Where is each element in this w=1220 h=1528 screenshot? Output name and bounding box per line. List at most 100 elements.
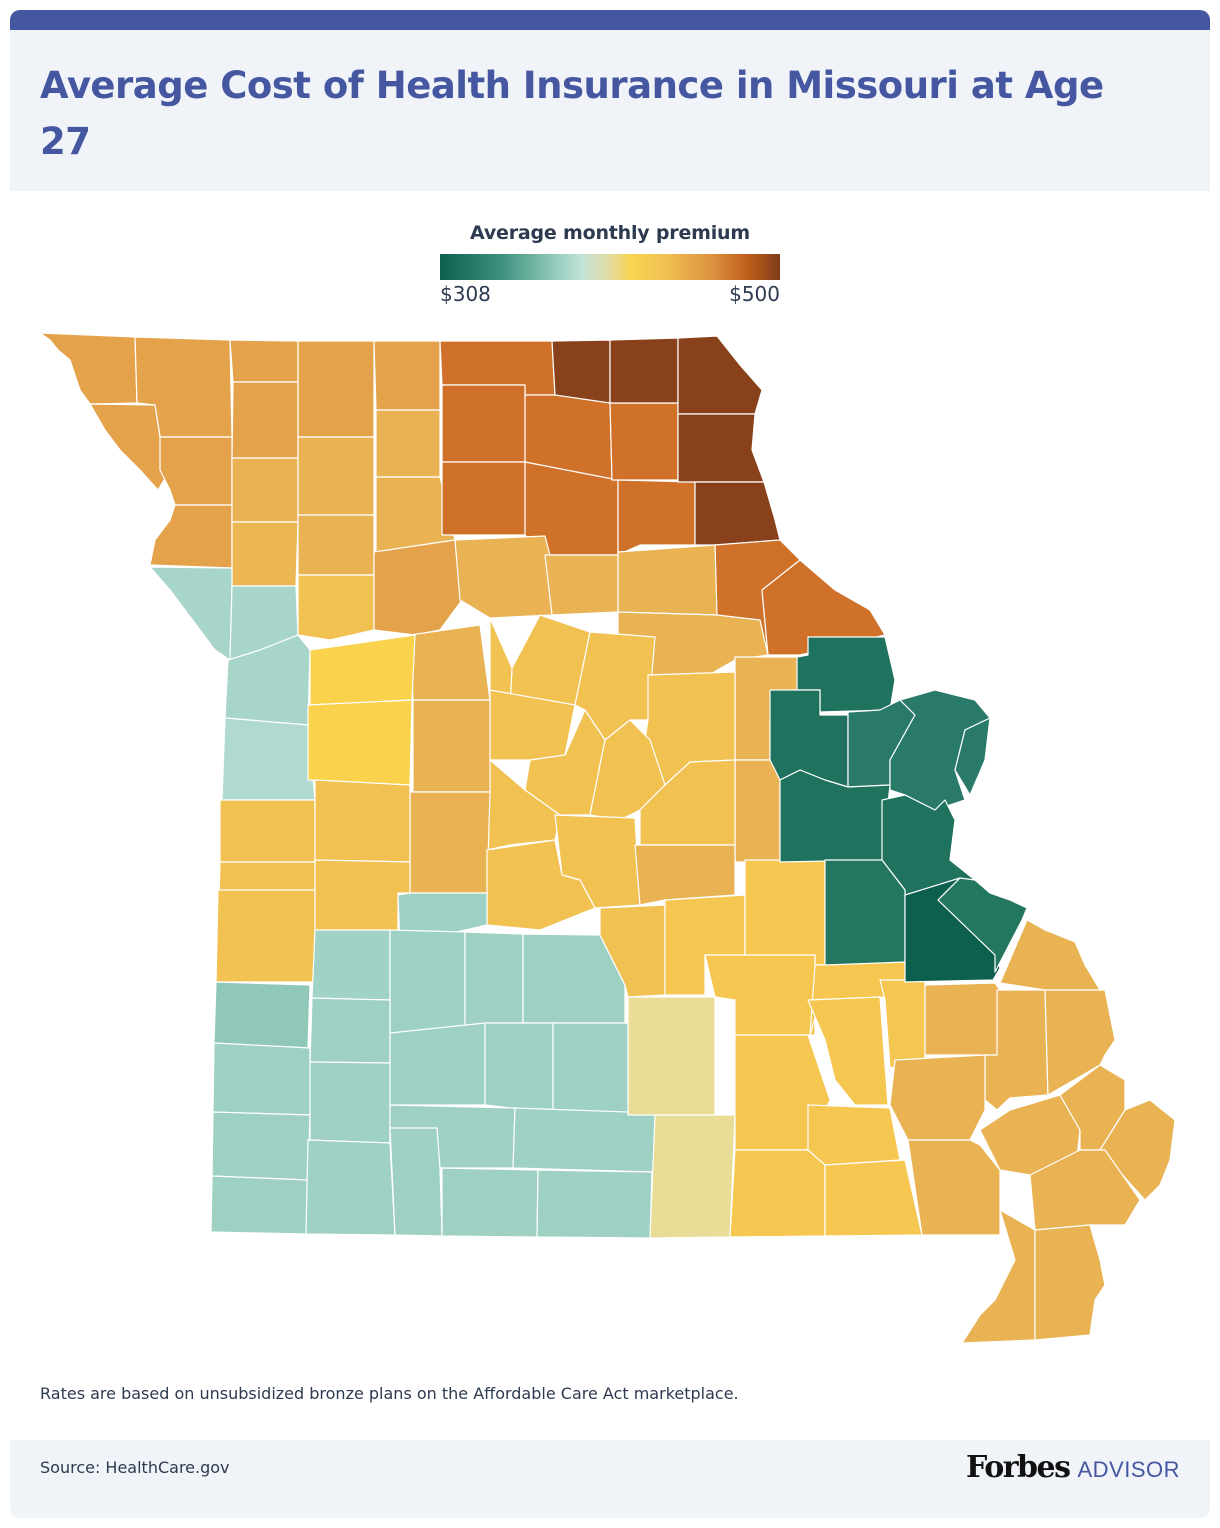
missouri-county-map bbox=[39, 332, 1176, 1344]
county[interactable] bbox=[484, 1022, 554, 1114]
county[interactable] bbox=[231, 457, 299, 523]
county[interactable] bbox=[149, 566, 233, 661]
county[interactable] bbox=[694, 481, 781, 546]
county[interactable] bbox=[210, 1175, 309, 1235]
county[interactable] bbox=[39, 332, 138, 405]
county[interactable] bbox=[229, 339, 299, 383]
county[interactable] bbox=[307, 699, 413, 786]
county[interactable] bbox=[729, 1149, 826, 1238]
county[interactable] bbox=[305, 1139, 396, 1236]
county[interactable] bbox=[924, 982, 1001, 1056]
source-text: Source: HealthCare.gov bbox=[40, 1458, 230, 1477]
county[interactable] bbox=[744, 859, 826, 966]
county[interactable] bbox=[213, 981, 311, 1049]
county[interactable] bbox=[879, 979, 926, 1069]
county[interactable] bbox=[231, 381, 299, 459]
county[interactable] bbox=[89, 403, 171, 491]
legend-title: Average monthly premium bbox=[470, 222, 750, 244]
county[interactable] bbox=[309, 634, 416, 706]
county[interactable] bbox=[412, 699, 491, 793]
county[interactable] bbox=[609, 337, 679, 404]
county[interactable] bbox=[937, 877, 1028, 973]
county[interactable] bbox=[907, 1139, 1001, 1236]
brand-primary: Forbes bbox=[966, 1450, 1071, 1485]
county[interactable] bbox=[297, 574, 375, 641]
county[interactable] bbox=[309, 1061, 391, 1144]
county[interactable] bbox=[649, 1114, 736, 1239]
county[interactable] bbox=[617, 544, 718, 616]
county[interactable] bbox=[464, 931, 524, 1034]
county[interactable] bbox=[159, 436, 233, 506]
county[interactable] bbox=[297, 514, 375, 576]
county[interactable] bbox=[522, 933, 626, 1024]
county[interactable] bbox=[309, 997, 391, 1064]
county[interactable] bbox=[544, 554, 619, 616]
county[interactable] bbox=[1099, 1099, 1176, 1201]
county[interactable] bbox=[486, 839, 596, 931]
region-west-central bbox=[149, 566, 416, 983]
county[interactable] bbox=[441, 1167, 539, 1238]
county[interactable] bbox=[779, 769, 891, 863]
legend-labels: $308 $500 bbox=[440, 282, 780, 306]
county[interactable] bbox=[297, 436, 375, 516]
header-accent-bar bbox=[10, 10, 1210, 30]
county[interactable] bbox=[824, 1159, 923, 1237]
county[interactable] bbox=[219, 799, 316, 863]
forbes-advisor-logo: Forbes ADVISOR bbox=[966, 1450, 1180, 1485]
county[interactable] bbox=[1034, 1224, 1106, 1341]
county[interactable] bbox=[734, 759, 781, 863]
region-east-metro bbox=[769, 636, 1028, 983]
region-south-central bbox=[599, 859, 926, 1239]
county[interactable] bbox=[807, 1104, 901, 1166]
color-legend: Average monthly premium $308 $500 bbox=[440, 222, 780, 306]
county[interactable] bbox=[512, 1107, 656, 1173]
legend-gradient-bar bbox=[440, 254, 780, 280]
county[interactable] bbox=[389, 1022, 486, 1106]
county[interactable] bbox=[221, 717, 316, 801]
county[interactable] bbox=[954, 717, 991, 796]
county[interactable] bbox=[215, 889, 316, 983]
county[interactable] bbox=[409, 791, 491, 894]
county[interactable] bbox=[761, 559, 886, 656]
county[interactable] bbox=[677, 413, 765, 483]
county[interactable] bbox=[311, 929, 391, 1001]
county[interactable] bbox=[627, 996, 716, 1116]
county[interactable] bbox=[1044, 989, 1116, 1096]
county[interactable] bbox=[389, 1127, 443, 1237]
county[interactable] bbox=[677, 335, 763, 415]
legend-min-label: $308 bbox=[440, 282, 491, 306]
county[interactable] bbox=[314, 779, 411, 863]
county[interactable] bbox=[212, 1042, 311, 1116]
county[interactable] bbox=[889, 1054, 986, 1141]
county[interactable] bbox=[889, 689, 991, 811]
county[interactable] bbox=[536, 1169, 653, 1239]
county[interactable] bbox=[552, 1022, 629, 1114]
county[interactable] bbox=[617, 479, 696, 556]
county[interactable] bbox=[231, 521, 299, 587]
county[interactable] bbox=[297, 340, 375, 438]
county[interactable] bbox=[824, 859, 906, 966]
region-southeast bbox=[889, 919, 1176, 1344]
county[interactable] bbox=[375, 409, 441, 478]
county[interactable] bbox=[373, 340, 441, 411]
county[interactable] bbox=[211, 1111, 311, 1181]
county[interactable] bbox=[409, 624, 491, 701]
county[interactable] bbox=[441, 384, 526, 463]
footer-card: Source: HealthCare.gov Forbes ADVISOR bbox=[10, 1440, 1210, 1518]
county[interactable] bbox=[149, 504, 233, 569]
county[interactable] bbox=[609, 402, 679, 481]
region-north-central bbox=[439, 335, 886, 656]
header-card: Average Cost of Health Insurance in Miss… bbox=[10, 10, 1210, 191]
region-southwest bbox=[210, 892, 656, 1239]
county[interactable] bbox=[704, 954, 816, 1036]
region-central bbox=[409, 535, 801, 931]
county[interactable] bbox=[551, 339, 611, 404]
county[interactable] bbox=[373, 539, 463, 636]
county[interactable] bbox=[441, 461, 526, 536]
county[interactable] bbox=[389, 929, 466, 1034]
brand-secondary: ADVISOR bbox=[1077, 1457, 1180, 1482]
county[interactable] bbox=[807, 996, 889, 1106]
legend-max-label: $500 bbox=[729, 282, 780, 306]
methodology-note: Rates are based on unsubsidized bronze p… bbox=[40, 1384, 739, 1403]
county[interactable] bbox=[454, 535, 553, 619]
